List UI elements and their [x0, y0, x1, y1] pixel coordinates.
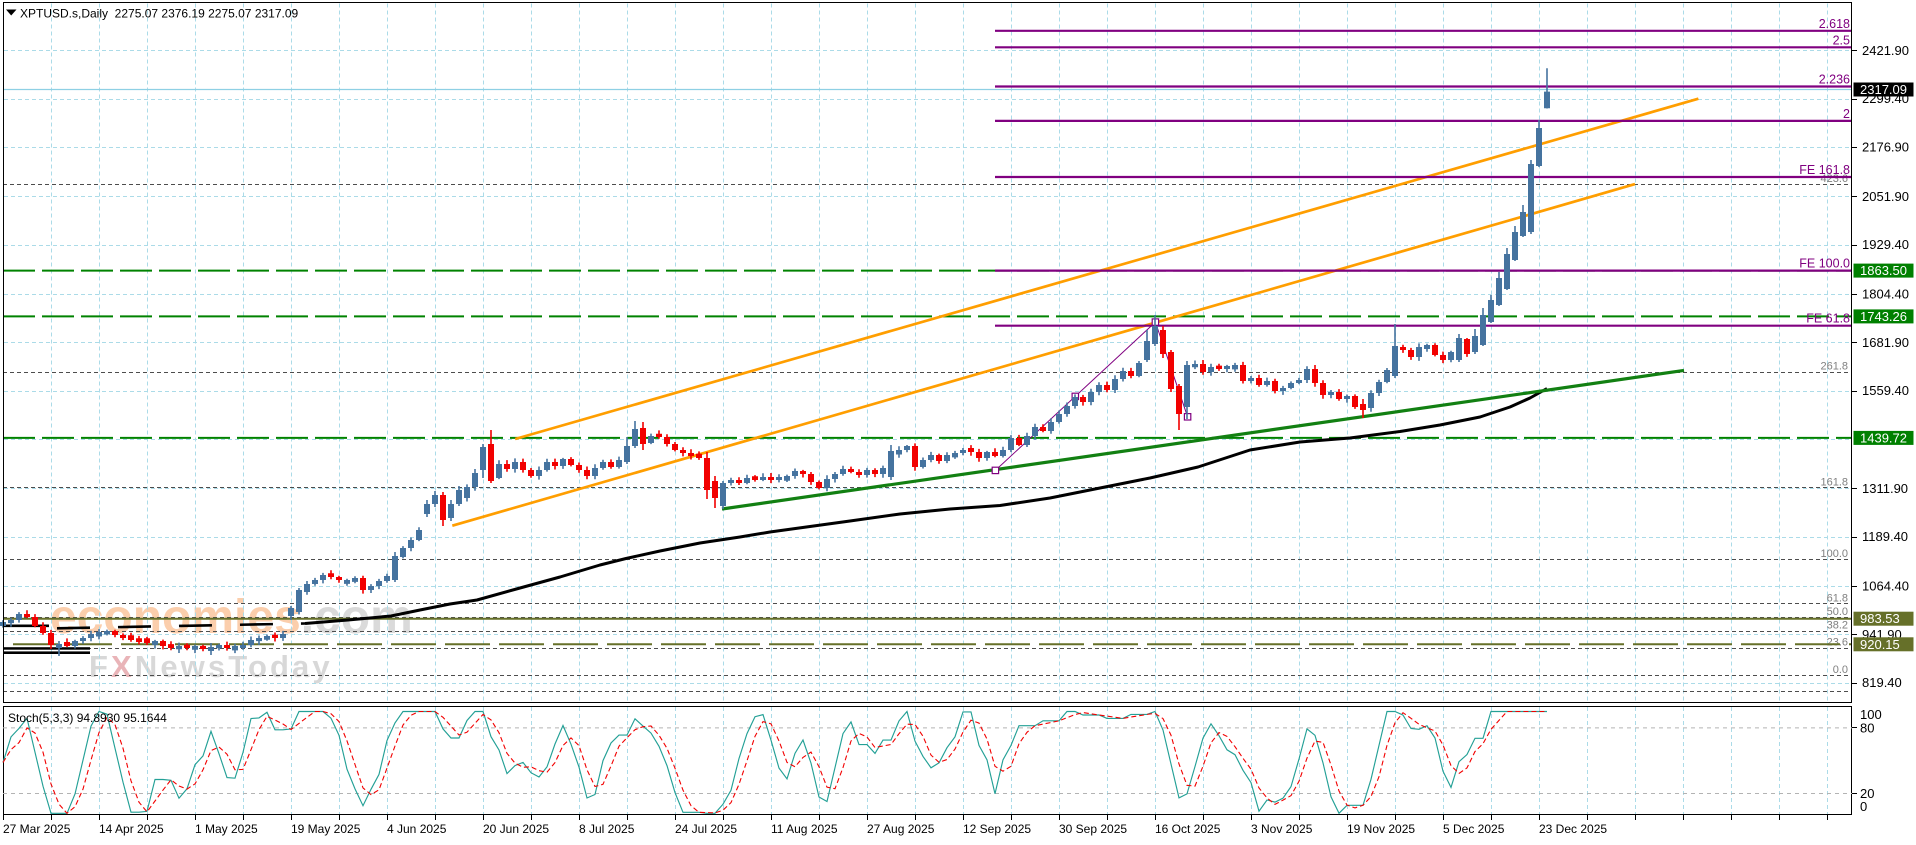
svg-text:20: 20	[1860, 786, 1874, 801]
svg-text:16 Oct 2025: 16 Oct 2025	[1155, 822, 1221, 836]
svg-text:1311.90: 1311.90	[1862, 481, 1908, 496]
svg-text:2.236: 2.236	[1819, 73, 1850, 87]
svg-text:2: 2	[1843, 107, 1850, 121]
svg-text:2176.90: 2176.90	[1862, 139, 1909, 154]
svg-text:100: 100	[1860, 707, 1882, 722]
svg-text:1681.90: 1681.90	[1862, 335, 1909, 350]
svg-text:2317.09: 2317.09	[1860, 82, 1907, 97]
svg-text:20 Jun 2025: 20 Jun 2025	[483, 822, 549, 836]
svg-text:FE 61.8: FE 61.8	[1806, 312, 1850, 326]
svg-text:1 May 2025: 1 May 2025	[195, 822, 258, 836]
svg-text:30 Sep 2025: 30 Sep 2025	[1059, 822, 1127, 836]
svg-text:12 Sep 2025: 12 Sep 2025	[963, 822, 1031, 836]
svg-text:19 May 2025: 19 May 2025	[291, 822, 361, 836]
svg-text:8 Jul 2025: 8 Jul 2025	[579, 822, 635, 836]
svg-text:50.0: 50.0	[1827, 606, 1848, 618]
svg-text:23 Dec 2025: 23 Dec 2025	[1539, 822, 1607, 836]
svg-text:FE 161.8: FE 161.8	[1799, 163, 1850, 177]
svg-text:27 Mar 2025: 27 Mar 2025	[3, 822, 71, 836]
svg-text:1743.26: 1743.26	[1860, 309, 1907, 324]
svg-text:1439.72: 1439.72	[1860, 430, 1907, 445]
svg-text:100.0: 100.0	[1820, 548, 1848, 560]
svg-text:920.15: 920.15	[1860, 637, 1900, 652]
svg-text:2.618: 2.618	[1819, 17, 1850, 31]
svg-text:19 Nov 2025: 19 Nov 2025	[1347, 822, 1415, 836]
svg-text:5 Dec 2025: 5 Dec 2025	[1443, 822, 1505, 836]
svg-text:1929.40: 1929.40	[1862, 237, 1909, 252]
svg-text:61.8: 61.8	[1827, 592, 1848, 604]
svg-text:XPTUSD.s,Daily 2275.07 2376.1: XPTUSD.s,Daily 2275.07 2376.19 2275.07 2…	[20, 7, 299, 21]
svg-text:11 Aug 2025: 11 Aug 2025	[771, 822, 838, 836]
svg-text:4 Jun 2025: 4 Jun 2025	[387, 822, 447, 836]
svg-text:14 Apr 2025: 14 Apr 2025	[99, 822, 164, 836]
svg-text:3 Nov 2025: 3 Nov 2025	[1251, 822, 1313, 836]
svg-text:FE 100.0: FE 100.0	[1799, 257, 1850, 271]
svg-text:0.0: 0.0	[1833, 664, 1848, 676]
svg-text:161.8: 161.8	[1820, 476, 1848, 488]
svg-text:819.40: 819.40	[1862, 675, 1902, 690]
svg-text:23.6: 23.6	[1827, 637, 1848, 649]
svg-text:2.5: 2.5	[1833, 33, 1850, 47]
svg-text:1804.40: 1804.40	[1862, 286, 1909, 301]
svg-text:38.2: 38.2	[1827, 620, 1848, 632]
svg-text:2051.90: 2051.90	[1862, 189, 1909, 204]
svg-text:2421.90: 2421.90	[1862, 43, 1909, 58]
svg-text:261.8: 261.8	[1820, 361, 1848, 373]
svg-text:1559.40: 1559.40	[1862, 383, 1909, 398]
svg-text:80: 80	[1860, 721, 1874, 736]
svg-text:Stoch(5,3,3) 94.8930 95.1644: Stoch(5,3,3) 94.8930 95.1644	[8, 711, 167, 725]
svg-text:983.53: 983.53	[1860, 611, 1900, 626]
svg-text:1863.50: 1863.50	[1860, 263, 1907, 278]
svg-text:1064.40: 1064.40	[1862, 579, 1909, 594]
svg-text:24 Jul 2025: 24 Jul 2025	[675, 822, 737, 836]
svg-text:1189.40: 1189.40	[1862, 529, 1908, 544]
svg-text:0: 0	[1860, 799, 1867, 814]
svg-text:27 Aug 2025: 27 Aug 2025	[867, 822, 935, 836]
